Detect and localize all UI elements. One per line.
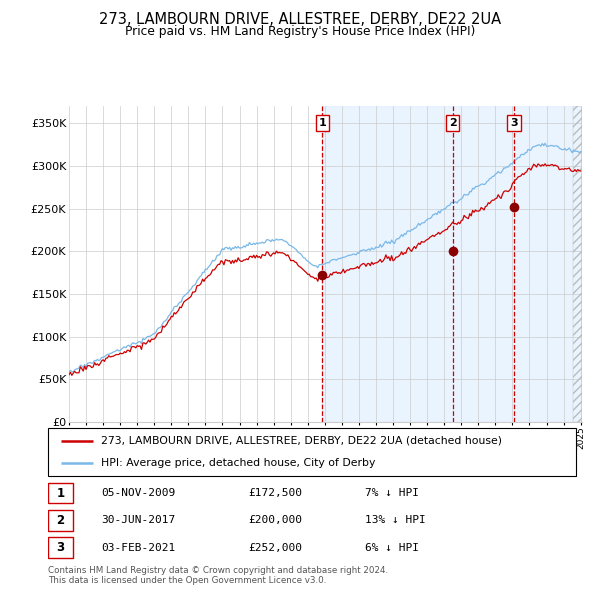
Text: £172,500: £172,500 [248,488,302,498]
Text: 03-FEB-2021: 03-FEB-2021 [101,543,175,553]
Text: 273, LAMBOURN DRIVE, ALLESTREE, DERBY, DE22 2UA: 273, LAMBOURN DRIVE, ALLESTREE, DERBY, D… [99,12,501,27]
FancyBboxPatch shape [48,428,576,476]
FancyBboxPatch shape [48,483,73,503]
Text: 273, LAMBOURN DRIVE, ALLESTREE, DERBY, DE22 2UA (detached house): 273, LAMBOURN DRIVE, ALLESTREE, DERBY, D… [101,436,502,446]
Text: This data is licensed under the Open Government Licence v3.0.: This data is licensed under the Open Gov… [48,576,326,585]
FancyBboxPatch shape [48,537,73,558]
Bar [322,106,582,422]
Text: 13% ↓ HPI: 13% ↓ HPI [365,516,425,525]
Text: 7% ↓ HPI: 7% ↓ HPI [365,488,419,498]
Text: 6% ↓ HPI: 6% ↓ HPI [365,543,419,553]
Text: 30-JUN-2017: 30-JUN-2017 [101,516,175,525]
Text: HPI: Average price, detached house, City of Derby: HPI: Average price, detached house, City… [101,458,375,468]
Text: £252,000: £252,000 [248,543,302,553]
Text: 3: 3 [510,118,518,128]
Text: 2: 2 [449,118,457,128]
Text: 1: 1 [56,487,65,500]
Text: 05-NOV-2009: 05-NOV-2009 [101,488,175,498]
Text: 1: 1 [319,118,326,128]
FancyBboxPatch shape [48,510,73,531]
Text: Contains HM Land Registry data © Crown copyright and database right 2024.: Contains HM Land Registry data © Crown c… [48,566,388,575]
Text: £200,000: £200,000 [248,516,302,525]
Text: 3: 3 [56,541,65,554]
Text: Price paid vs. HM Land Registry's House Price Index (HPI): Price paid vs. HM Land Registry's House … [125,25,475,38]
Text: 2: 2 [56,514,65,527]
